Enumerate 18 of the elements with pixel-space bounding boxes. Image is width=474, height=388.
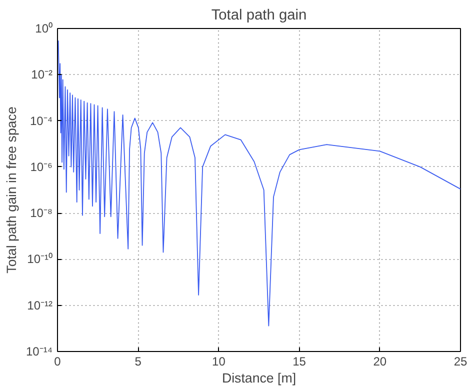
y-tick-label: 10⁰ [35,22,53,36]
y-tick-label: 10⁻¹⁴ [26,344,52,358]
y-tick-label: 10⁻⁴ [30,114,53,128]
y-axis-title: Total path gain in free space [4,106,19,274]
x-tick-label: 15 [292,354,306,368]
chart-title: Total path gain [211,8,307,24]
x-tick-label: 0 [54,354,62,368]
line-series [58,40,460,326]
x-tick-label: 5 [134,354,142,368]
x-axis-title: Distance [m] [222,370,296,386]
y-tick-label: 10⁻⁸ [30,206,53,220]
y-tick-label: 10⁻¹² [27,298,53,312]
x-tick-label: 10 [212,354,226,368]
y-tick-label: 10⁻¹⁰ [27,252,52,266]
x-tick-label: 25 [454,354,468,368]
y-tick-label: 10⁻² [31,68,53,82]
x-tick-label: 20 [373,354,387,368]
y-tick-label: 10⁻⁶ [30,160,53,174]
